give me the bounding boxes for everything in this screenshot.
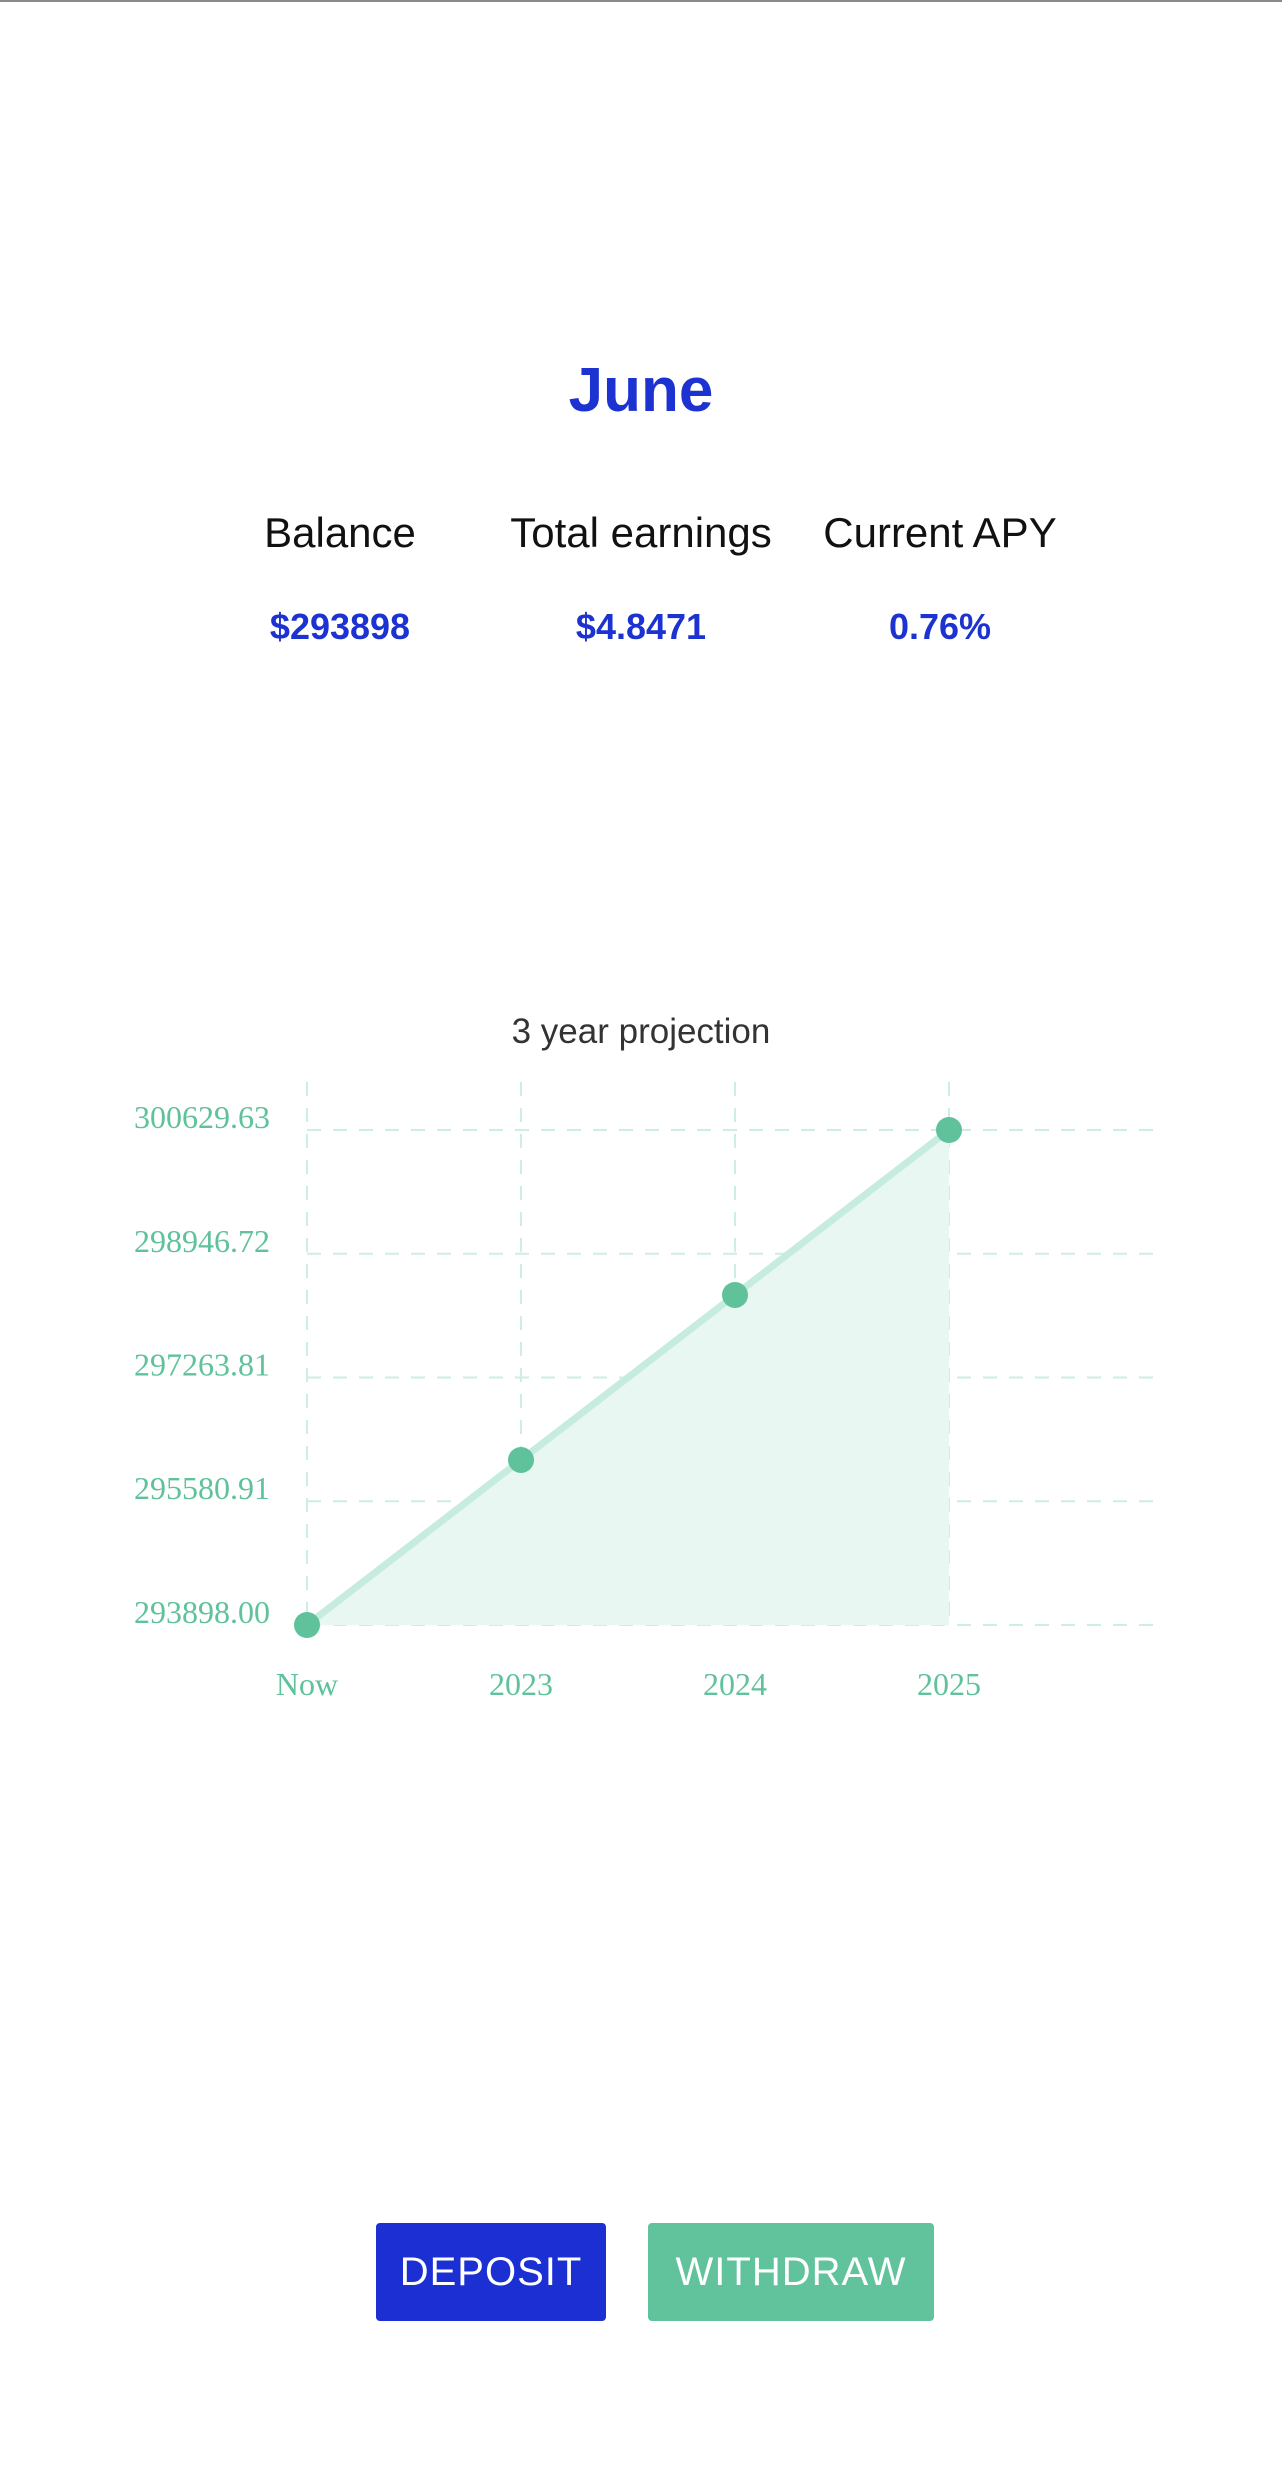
top-divider bbox=[0, 0, 1282, 2]
deposit-button[interactable]: DEPOSIT bbox=[376, 2223, 606, 2321]
data-point bbox=[722, 1281, 748, 1308]
series-line bbox=[304, 1127, 952, 1628]
x-tick-label: 2024 bbox=[703, 1666, 767, 1702]
data-point bbox=[294, 1612, 320, 1638]
y-tick-label: 298946.72 bbox=[134, 1223, 270, 1259]
projection-chart: 293898.00 295580.91 297263.81 298946.72 3006… bbox=[134, 1082, 1165, 1702]
y-tick-label: 293898.00 bbox=[134, 1594, 270, 1630]
stat-label: Balance bbox=[264, 509, 416, 556]
stat-label: Current APY bbox=[823, 509, 1057, 556]
x-tick-label: Now bbox=[276, 1666, 338, 1702]
stat-current-apy: Current APY 0.76% bbox=[780, 505, 1100, 651]
y-tick-label: 295580.91 bbox=[134, 1470, 270, 1506]
x-axis-ticks: Now 2023 2024 2025 bbox=[276, 1666, 981, 1702]
x-tick-label: 2025 bbox=[917, 1666, 981, 1702]
y-axis-ticks: 293898.00 295580.91 297263.81 298946.72 3006… bbox=[134, 1099, 270, 1630]
chart-points bbox=[294, 1117, 962, 1638]
withdraw-button[interactable]: WITHDRAW bbox=[648, 2223, 934, 2321]
month-title: June bbox=[568, 356, 714, 425]
x-tick-label: 2023 bbox=[489, 1666, 553, 1702]
chart-line bbox=[304, 1127, 952, 1628]
chart-title: 3 year projection bbox=[511, 1012, 771, 1051]
y-tick-label: 297263.81 bbox=[134, 1347, 270, 1383]
stat-total-earnings: Total earnings $4.8471 bbox=[481, 505, 801, 651]
stat-label: Total earnings bbox=[510, 509, 772, 556]
stat-value: $293898 bbox=[269, 606, 411, 647]
data-point bbox=[936, 1117, 962, 1143]
stat-value: 0.76% bbox=[888, 606, 992, 647]
stat-balance: Balance $293898 bbox=[180, 505, 500, 651]
stat-value: $4.8471 bbox=[575, 606, 707, 647]
y-tick-label: 300629.63 bbox=[134, 1099, 270, 1135]
data-point bbox=[508, 1446, 534, 1473]
